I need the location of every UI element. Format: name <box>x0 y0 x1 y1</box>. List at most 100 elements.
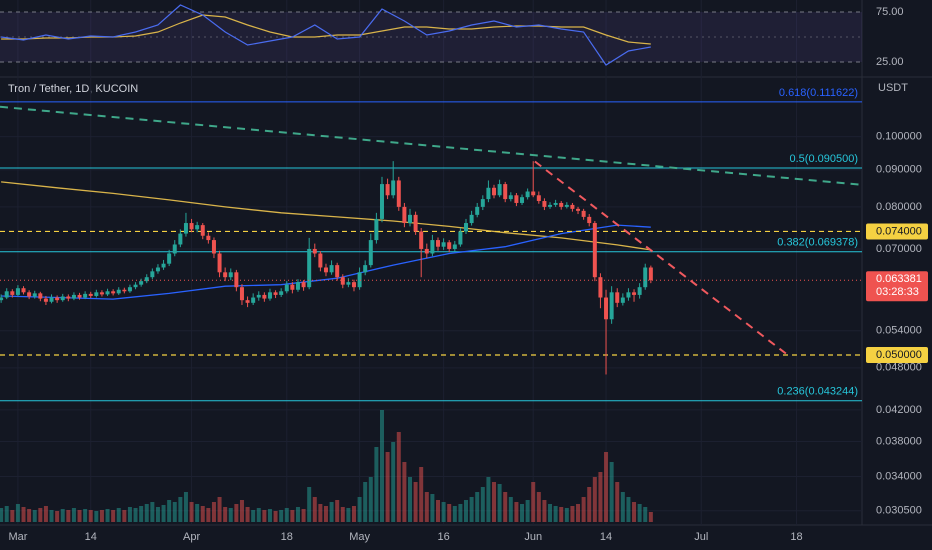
candle-body <box>133 284 138 288</box>
volume-bar <box>480 487 485 522</box>
candle-body <box>604 297 609 320</box>
volume-bar <box>536 492 541 522</box>
candle-body <box>27 292 32 297</box>
price-tag-label: 0.074000 <box>876 225 922 237</box>
volume-bar <box>144 504 149 522</box>
candle-body <box>267 292 272 299</box>
candle-body <box>576 208 581 211</box>
candle-body <box>374 218 379 241</box>
volume-bar <box>60 509 65 522</box>
volume-bar <box>172 502 177 522</box>
y-tick-label: 0.090000 <box>876 164 922 176</box>
volume-bar <box>419 467 424 522</box>
y-axis-label: USDT <box>878 82 908 94</box>
rsi-tick-label: 75.00 <box>876 6 904 18</box>
volume-bar <box>374 447 379 522</box>
volume-bar <box>301 509 306 522</box>
volume-bar <box>15 504 20 522</box>
volume-bar <box>284 508 289 522</box>
volume-bar <box>217 497 222 522</box>
fib-label: 0.382(0.069378) <box>777 237 858 249</box>
volume-bar <box>127 507 132 522</box>
candle-body <box>564 204 569 207</box>
candle-body <box>307 248 312 288</box>
volume-bar <box>598 472 603 522</box>
volume-bar <box>351 506 356 522</box>
volume-bar <box>38 508 43 522</box>
candle-body <box>385 184 390 196</box>
candle-body <box>436 240 441 247</box>
volume-bar <box>564 508 569 522</box>
candle-body <box>525 191 530 198</box>
y-tick-label: 0.048000 <box>876 362 922 374</box>
volume-bar <box>643 507 648 522</box>
volume-bar <box>94 511 99 522</box>
candle-body <box>15 288 20 295</box>
volume-bar <box>99 510 104 522</box>
candle-body <box>368 240 373 266</box>
candle-body <box>4 291 9 298</box>
candle-body <box>587 216 592 224</box>
volume-bar <box>570 506 575 522</box>
volume-bar <box>424 492 429 522</box>
candle-body <box>211 240 216 254</box>
volume-bar <box>0 508 4 522</box>
candle-body <box>295 282 300 290</box>
candle-body <box>139 281 144 285</box>
volume-bar <box>464 500 469 522</box>
candle-body <box>419 231 424 249</box>
candle-body <box>290 284 295 290</box>
candle-body <box>284 284 289 292</box>
candle-body <box>116 289 121 294</box>
volume-bar <box>391 442 396 522</box>
volume-bar <box>413 482 418 522</box>
countdown-label: 03:28:33 <box>876 286 919 298</box>
y-tick-label: 0.070000 <box>876 243 922 255</box>
candle-body <box>312 248 317 254</box>
candle-body <box>346 282 351 285</box>
volume-bar <box>49 510 54 522</box>
x-tick-label: Jun <box>524 531 542 543</box>
trendline <box>0 105 863 186</box>
candle-body <box>581 210 586 217</box>
y-tick-label: 0.038000 <box>876 435 922 447</box>
x-tick-label: 18 <box>790 531 802 543</box>
candle-body <box>643 267 648 288</box>
candle-body <box>318 253 323 268</box>
candle-body <box>279 291 284 295</box>
candle-body <box>111 291 116 294</box>
fib-label: 0.236(0.043244) <box>777 386 858 398</box>
candle-body <box>357 272 362 288</box>
candle-body <box>520 197 525 203</box>
volume-bar <box>430 494 435 522</box>
candle-body <box>228 272 233 278</box>
candle-body <box>430 240 435 254</box>
candle-body <box>122 289 127 292</box>
candle-body <box>480 199 485 207</box>
volume-bar <box>363 482 368 522</box>
volume-bar <box>542 500 547 522</box>
volume-bar <box>436 500 441 522</box>
volume-bar <box>116 508 121 522</box>
candle-body <box>458 231 463 245</box>
candle-body <box>531 191 536 196</box>
volume-bar <box>335 500 340 522</box>
candle-body <box>77 294 82 298</box>
candle-body <box>55 297 60 301</box>
volume-bar <box>648 512 653 522</box>
trendline <box>534 160 791 358</box>
volume-bar <box>475 492 480 522</box>
x-tick-label: 18 <box>281 531 293 543</box>
candle-body <box>99 292 104 295</box>
price-tag <box>866 223 928 240</box>
x-tick-label: Mar <box>8 531 27 543</box>
candle-body <box>615 292 620 303</box>
last-price-tag <box>866 271 928 302</box>
candle-body <box>301 282 306 288</box>
volume-bar <box>234 504 239 522</box>
moving-average <box>1 181 651 251</box>
volume-bar <box>312 497 317 522</box>
volume-bar <box>27 509 32 522</box>
